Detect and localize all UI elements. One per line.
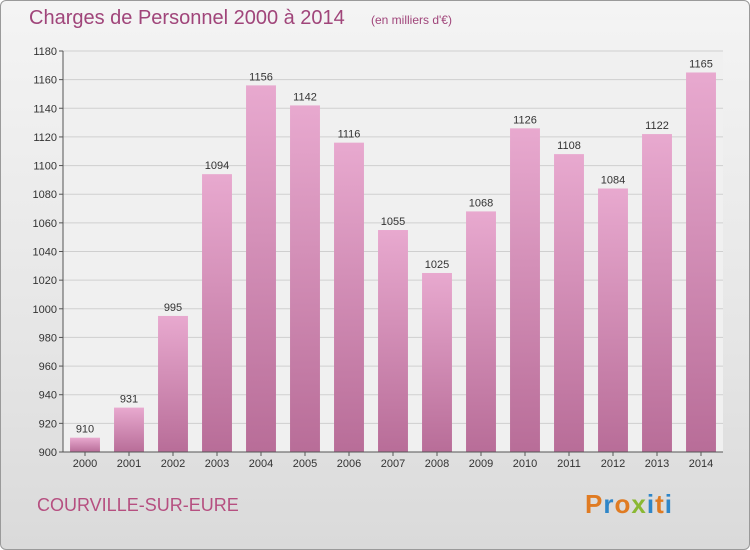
y-tick-label: 1140 bbox=[33, 103, 57, 115]
bar-2013 bbox=[642, 134, 672, 453]
y-tick-label: 1080 bbox=[33, 189, 57, 201]
x-tick-label-2003: 2003 bbox=[205, 458, 229, 470]
x-tick-label-2008: 2008 bbox=[425, 458, 449, 470]
bar-2011 bbox=[554, 154, 584, 452]
y-tick-label: 980 bbox=[39, 332, 57, 344]
y-tick-label: 1000 bbox=[33, 304, 57, 316]
bar-2006 bbox=[334, 142, 364, 452]
x-tick-label-2005: 2005 bbox=[293, 458, 317, 470]
data-label-2012: 1084 bbox=[601, 174, 625, 186]
y-tick-label: 920 bbox=[39, 418, 57, 430]
x-tick-label-2007: 2007 bbox=[381, 458, 405, 470]
y-tick-label: 1120 bbox=[33, 132, 57, 144]
data-label-2010: 1126 bbox=[513, 114, 537, 126]
bar-2012 bbox=[598, 188, 628, 452]
data-label-2004: 1156 bbox=[249, 71, 273, 83]
data-label-2002: 995 bbox=[164, 302, 182, 314]
y-tick-label: 940 bbox=[39, 390, 57, 402]
data-label-2011: 1108 bbox=[557, 140, 581, 152]
proxiti-logo: Proxiti bbox=[585, 489, 673, 519]
x-tick-label-2001: 2001 bbox=[117, 458, 141, 470]
x-tick-label-2012: 2012 bbox=[601, 458, 625, 470]
y-tick-label: 1160 bbox=[33, 75, 57, 87]
data-label-2013: 1122 bbox=[645, 120, 669, 132]
data-label-2007: 1055 bbox=[381, 216, 405, 228]
x-tick-label-2013: 2013 bbox=[645, 458, 669, 470]
bar-2002 bbox=[158, 315, 188, 452]
bar-2007 bbox=[378, 230, 408, 452]
x-tick-label-2000: 2000 bbox=[73, 458, 97, 470]
bar-2005 bbox=[290, 105, 320, 453]
data-label-2006: 1116 bbox=[338, 129, 361, 141]
chart-subtitle: (en milliers d'€) bbox=[371, 13, 452, 27]
x-tick-label-2002: 2002 bbox=[161, 458, 185, 470]
data-label-2001: 931 bbox=[120, 394, 138, 406]
y-tick-label: 1060 bbox=[33, 218, 57, 230]
x-tick-label-2004: 2004 bbox=[249, 458, 273, 470]
bar-2004 bbox=[246, 85, 276, 452]
y-tick-label: 1100 bbox=[33, 161, 57, 173]
bar-2009 bbox=[466, 211, 496, 452]
x-tick-label-2006: 2006 bbox=[337, 458, 361, 470]
data-label-2003: 1094 bbox=[205, 160, 229, 172]
data-label-2008: 1025 bbox=[425, 259, 449, 271]
chart-title: Charges de Personnel 2000 à 2014 bbox=[29, 7, 345, 29]
bar-2001 bbox=[114, 407, 144, 452]
y-tick-label: 900 bbox=[39, 447, 57, 459]
y-tick-label: 1180 bbox=[33, 46, 57, 58]
commune-name: COURVILLE-SUR-EURE bbox=[37, 495, 239, 515]
bar-2014 bbox=[686, 72, 716, 452]
data-label-2009: 1068 bbox=[469, 197, 493, 209]
y-tick-label: 1040 bbox=[33, 247, 57, 259]
data-label-2014: 1165 bbox=[689, 58, 713, 70]
x-tick-label-2014: 2014 bbox=[689, 458, 713, 470]
bar-2008 bbox=[422, 272, 452, 452]
bar-2010 bbox=[510, 128, 540, 452]
x-tick-label-2011: 2011 bbox=[557, 458, 581, 470]
x-tick-label-2010: 2010 bbox=[513, 458, 537, 470]
y-tick-label: 1020 bbox=[33, 275, 57, 287]
bar-2000 bbox=[70, 437, 100, 452]
data-label-2005: 1142 bbox=[293, 91, 317, 103]
y-tick-label: 960 bbox=[39, 361, 57, 373]
x-tick-label-2009: 2009 bbox=[469, 458, 493, 470]
bar-2003 bbox=[202, 174, 232, 452]
data-label-2000: 910 bbox=[76, 424, 94, 436]
